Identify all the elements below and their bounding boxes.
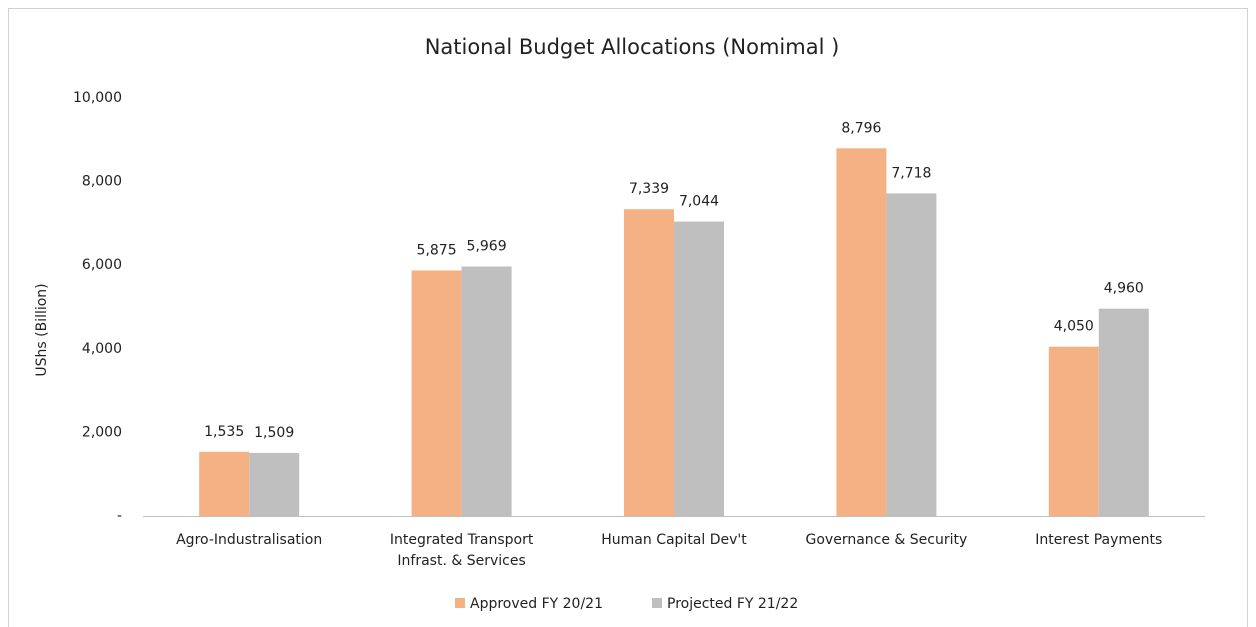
data-label: 8,796 xyxy=(841,120,881,136)
y-tick-label: - xyxy=(117,508,122,524)
legend-swatch xyxy=(455,598,465,608)
x-tick-label: Human Capital Dev't xyxy=(601,532,747,548)
legend-label: Approved FY 20/21 xyxy=(470,596,603,612)
bar xyxy=(836,148,887,516)
data-label: 5,875 xyxy=(417,242,457,258)
y-tick-label: 2,000 xyxy=(82,424,122,440)
bar xyxy=(249,452,300,516)
data-label: 7,339 xyxy=(629,181,669,197)
y-tick-label: 6,000 xyxy=(82,257,122,273)
bar xyxy=(674,221,724,517)
data-label: 5,969 xyxy=(467,238,507,254)
bar xyxy=(1098,308,1149,516)
bar xyxy=(411,270,462,516)
data-label: 4,050 xyxy=(1054,319,1094,335)
x-tick-label: Agro-Industralisation xyxy=(176,532,323,548)
x-tick-label: Governance & Security xyxy=(805,532,968,548)
y-tick-label: 4,000 xyxy=(82,341,122,357)
y-axis-label: UShs (Billion) xyxy=(34,283,50,376)
data-label: 1,535 xyxy=(204,424,244,440)
chart-border xyxy=(8,8,1248,627)
data-label: 7,044 xyxy=(679,194,719,210)
data-label: 1,509 xyxy=(254,425,294,441)
data-label: 4,960 xyxy=(1104,281,1144,297)
bar xyxy=(199,451,250,516)
bar xyxy=(624,209,674,516)
data-label: 7,718 xyxy=(891,165,931,181)
y-tick-label: 8,000 xyxy=(82,174,122,190)
legend-swatch xyxy=(652,598,662,608)
chart-title: National Budget Allocations (Nomimal ) xyxy=(425,35,840,59)
y-tick-label: 10,000 xyxy=(73,90,122,106)
x-tick-label: Interest Payments xyxy=(1035,532,1163,548)
bar xyxy=(461,266,512,516)
bar xyxy=(886,193,937,516)
bar xyxy=(1048,346,1099,516)
legend-label: Projected FY 21/22 xyxy=(667,596,798,612)
x-tick-label: Integrated Transport Infrast. & Services xyxy=(389,532,534,569)
